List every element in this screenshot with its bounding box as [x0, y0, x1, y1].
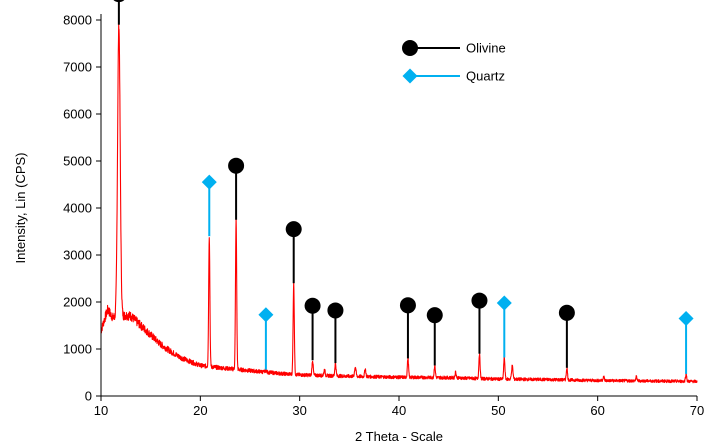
x-tick-label: 50 — [491, 403, 505, 418]
x-tick-label: 40 — [392, 403, 406, 418]
olivine-marker — [426, 307, 443, 324]
y-tick-label: 7000 — [63, 60, 92, 75]
x-tick-label: 20 — [193, 403, 207, 418]
olivine-marker — [471, 292, 488, 309]
legend-quartz-label: Quartz — [466, 69, 505, 84]
y-tick-label: 6000 — [63, 107, 92, 122]
x-tick-label: 30 — [292, 403, 306, 418]
x-tick-label: 60 — [590, 403, 604, 418]
y-tick-label: 8000 — [63, 13, 92, 28]
quartz-marker — [258, 307, 274, 323]
y-tick-label: 5000 — [63, 154, 92, 169]
legend-olivine-label: Olivine — [466, 41, 506, 56]
y-tick-label: 0 — [85, 389, 92, 404]
olivine-marker — [558, 304, 575, 321]
quartz-marker — [201, 174, 217, 190]
quartz-marker — [678, 310, 694, 326]
olivine-marker — [228, 157, 245, 174]
legend-olivine-marker — [402, 40, 418, 56]
x-tick-label: 10 — [94, 403, 108, 418]
olivine-marker — [285, 221, 302, 238]
olivine-marker — [113, 0, 125, 3]
y-axis-title: Intensity, Lin (CPS) — [13, 152, 28, 263]
legend-quartz-marker — [402, 68, 418, 84]
y-tick-label: 3000 — [63, 248, 92, 263]
quartz-marker — [496, 295, 512, 311]
y-tick-label: 4000 — [63, 201, 92, 216]
diffraction-pattern-line — [100, 23, 698, 384]
x-tick-label: 70 — [690, 403, 704, 418]
y-tick-label: 1000 — [63, 342, 92, 357]
olivine-marker — [304, 297, 321, 314]
legend: Olivine Quartz — [402, 40, 506, 84]
x-axis-title: 2 Theta - Scale — [355, 429, 443, 444]
olivine-marker — [399, 297, 416, 314]
y-tick-label: 2000 — [63, 295, 92, 310]
olivine-marker — [327, 302, 344, 319]
